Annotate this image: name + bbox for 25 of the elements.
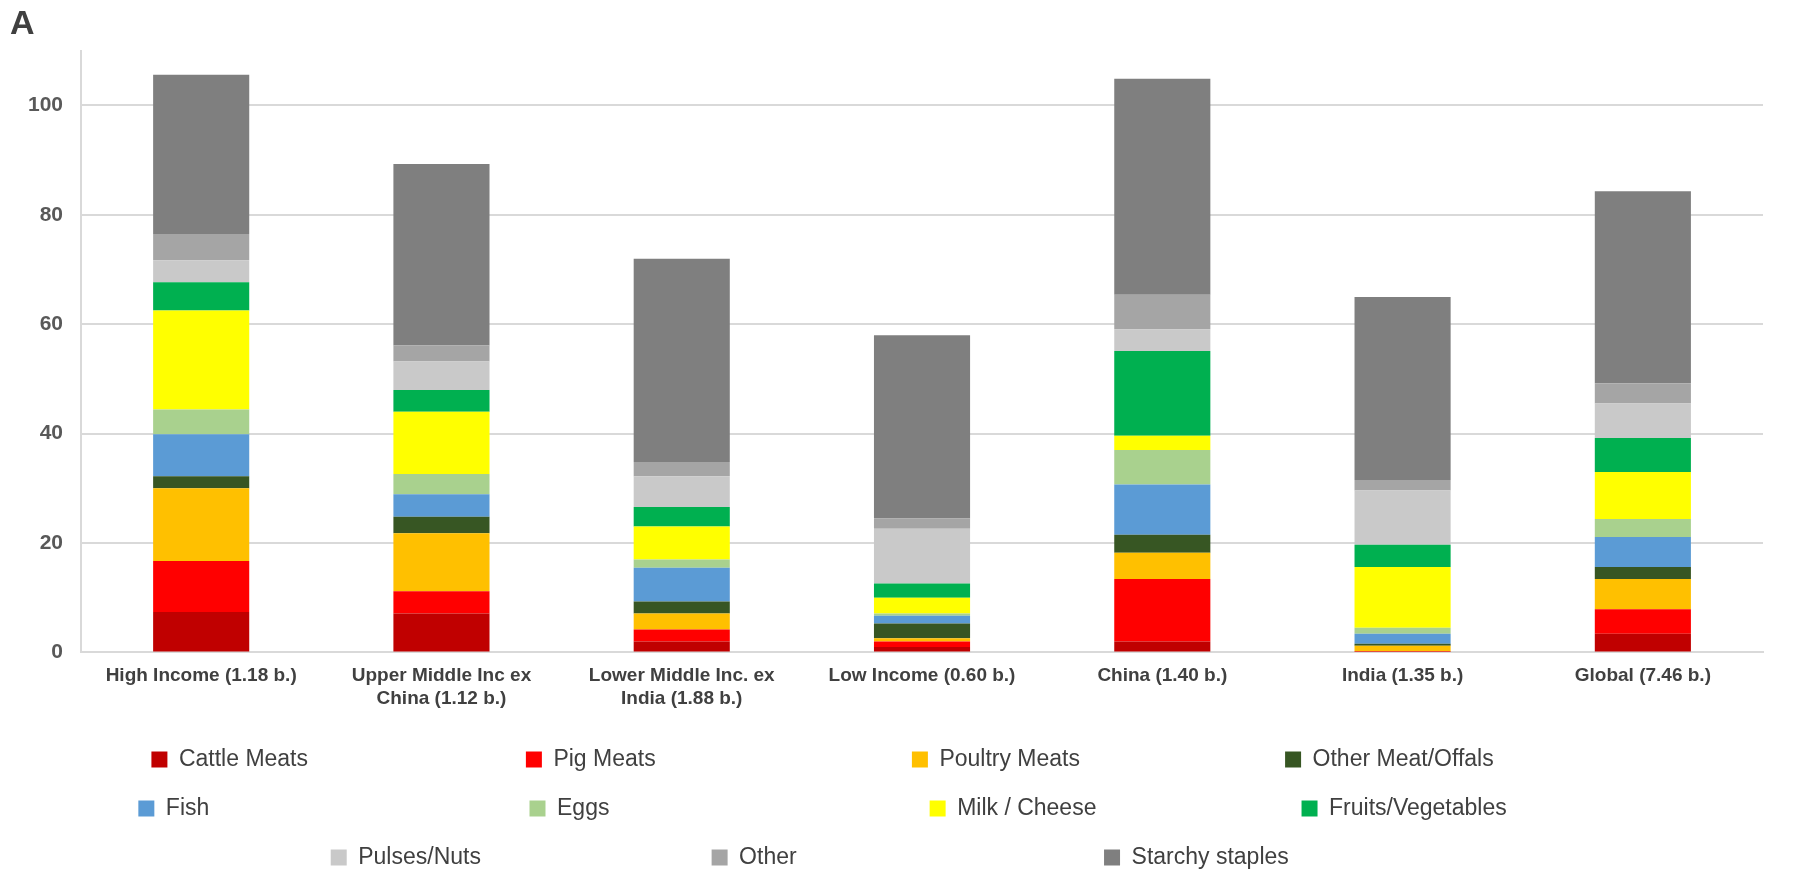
- x-tick-label: China (1.40 b.): [1097, 664, 1228, 686]
- legend-label: Poultry Meats: [939, 744, 1260, 771]
- legend-label: Milk / Cheese: [957, 793, 1276, 820]
- legend-label: Starchy staples: [1131, 842, 1443, 869]
- x-tick-label: Global (7.46 b.): [1574, 664, 1711, 686]
- legend-label: Other Meat/Offals: [1312, 744, 1622, 771]
- legend-label: Other: [739, 842, 1079, 869]
- legend-label: Cattle Meats: [178, 744, 500, 771]
- x-tick-label: Upper Middle Inc ex China (1.12 b.): [351, 664, 532, 708]
- y-tick-label: 0: [51, 639, 64, 663]
- x-tick-label: Low Income (0.60 b.): [828, 664, 1016, 686]
- legend-label: Pig Meats: [553, 744, 886, 771]
- legend-label: Fish: [165, 793, 504, 820]
- legend-label: Fruits/Vegetables: [1329, 793, 1635, 820]
- legend-label: Eggs: [557, 793, 904, 820]
- x-tick-label: High Income (1.18 b.): [105, 664, 297, 686]
- x-tick-label: Lower Middle Inc. ex India (1.88 b.): [588, 664, 776, 708]
- y-tick-label: 100: [27, 92, 64, 116]
- y-tick-label: 80: [39, 201, 64, 225]
- y-tick-label: 40: [39, 420, 64, 444]
- legend-label: Pulses/Nuts: [358, 842, 686, 869]
- x-tick-label: India (1.35 b.): [1341, 664, 1464, 686]
- y-tick-label: 20: [39, 529, 64, 553]
- y-tick-label: 60: [39, 311, 64, 335]
- chart-title: A: [10, 2, 35, 41]
